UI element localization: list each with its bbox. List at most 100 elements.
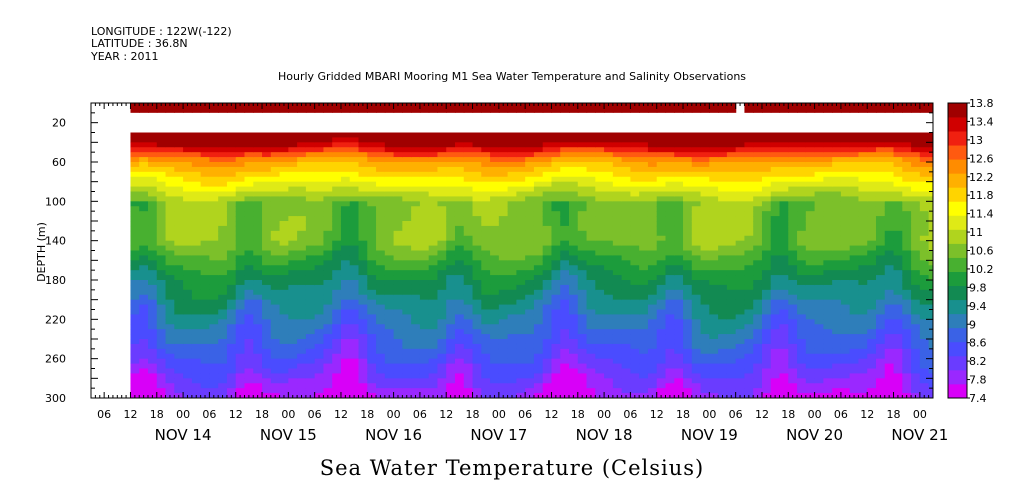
temperature-cell	[454, 171, 465, 178]
temperature-cell	[218, 225, 228, 232]
temperature-cell	[779, 171, 789, 178]
temperature-cell	[788, 265, 798, 271]
temperature-cell	[621, 225, 632, 232]
temperature-cell	[183, 166, 193, 173]
temperature-cell	[323, 309, 333, 316]
temperature-cell	[393, 275, 403, 281]
temperature-cell	[244, 245, 254, 252]
temperature-cell	[209, 240, 219, 247]
temperature-cell	[840, 147, 851, 153]
temperature-cell	[665, 196, 675, 202]
temperature-cell	[875, 191, 886, 198]
temperature-cell	[656, 255, 667, 261]
temperature-cell	[832, 339, 842, 345]
temperature-cell	[533, 368, 544, 375]
temperature-cell	[770, 206, 781, 212]
temperature-cell	[507, 176, 517, 183]
temperature-cell	[630, 275, 640, 281]
temperature-cell	[709, 255, 719, 261]
temperature-cell	[735, 147, 746, 153]
temperature-cell	[551, 334, 561, 340]
temperature-cell	[244, 260, 254, 266]
temperature-cell	[797, 235, 807, 242]
temperature-cell	[884, 373, 895, 379]
temperature-cell	[700, 270, 710, 276]
temperature-cell	[270, 171, 281, 178]
temperature-cell	[235, 353, 246, 360]
temperature-cell	[849, 348, 860, 355]
temperature-cell	[446, 250, 456, 257]
temperature-cell	[288, 294, 298, 301]
temperature-cell	[148, 162, 158, 168]
temperature-cell	[814, 181, 824, 188]
temperature-cell	[665, 329, 675, 335]
temperature-cell	[288, 181, 298, 188]
temperature-cell	[911, 216, 921, 222]
temperature-cell	[788, 339, 798, 345]
temperature-cell	[235, 304, 246, 311]
temperature-cell	[437, 339, 447, 345]
temperature-cell	[867, 358, 877, 365]
temperature-cell	[279, 221, 289, 227]
temperature-cell	[490, 309, 500, 316]
temperature-cell	[174, 216, 184, 222]
temperature-cell	[191, 137, 202, 143]
temperature-cell	[498, 152, 509, 158]
temperature-cell	[130, 270, 140, 276]
temperature-cell	[472, 329, 482, 335]
temperature-cell	[498, 299, 509, 306]
temperature-cell	[744, 216, 754, 222]
temperature-cell	[533, 363, 544, 370]
temperature-cell	[253, 216, 263, 222]
temperature-cell	[244, 211, 254, 217]
temperature-cell	[446, 186, 456, 193]
temperature-cell	[718, 304, 728, 311]
temperature-cell	[542, 206, 553, 212]
temperature-cell	[840, 353, 851, 360]
temperature-cell	[297, 245, 307, 252]
temperature-cell	[867, 201, 877, 207]
temperature-cell	[735, 265, 746, 271]
temperature-cell	[130, 206, 140, 212]
temperature-cell	[569, 358, 579, 365]
temperature-cell	[454, 270, 465, 276]
temperature-cell	[647, 319, 658, 325]
temperature-cell	[735, 324, 746, 330]
temperature-cell	[647, 225, 658, 232]
temperature-cell	[323, 211, 333, 217]
temperature-cell	[753, 235, 763, 242]
temperature-cell	[560, 343, 570, 350]
temperature-cell	[595, 388, 605, 394]
temperature-cell	[858, 166, 868, 173]
temperature-cell	[893, 206, 903, 212]
temperature-cell	[884, 171, 895, 178]
temperature-cell	[814, 358, 824, 365]
temperature-cell	[393, 221, 403, 227]
temperature-cell	[735, 157, 746, 163]
temperature-cell	[779, 265, 789, 271]
temperature-cell	[779, 245, 789, 252]
temperature-cell	[735, 216, 746, 222]
temperature-cell	[437, 388, 447, 394]
temperature-cell	[349, 324, 360, 330]
temperature-cell	[709, 186, 719, 193]
temperature-cell	[200, 221, 211, 227]
temperature-cell	[209, 343, 219, 350]
temperature-cell	[726, 201, 737, 207]
temperature-cell	[569, 211, 579, 217]
temperature-cell	[612, 378, 623, 384]
temperature-cell	[630, 289, 640, 296]
temperature-cell	[753, 299, 763, 306]
temperature-cell	[779, 378, 789, 384]
temperature-cell	[788, 162, 798, 168]
temperature-cell	[200, 206, 211, 212]
temperature-cell	[691, 132, 702, 139]
temperature-cell	[533, 157, 544, 163]
temperature-cell	[849, 225, 860, 232]
temperature-cell	[893, 314, 903, 320]
temperature-cell	[498, 211, 509, 217]
temperature-cell	[840, 304, 851, 311]
temperature-cell	[183, 363, 193, 370]
temperature-cell	[761, 186, 772, 193]
temperature-cell	[428, 275, 439, 281]
